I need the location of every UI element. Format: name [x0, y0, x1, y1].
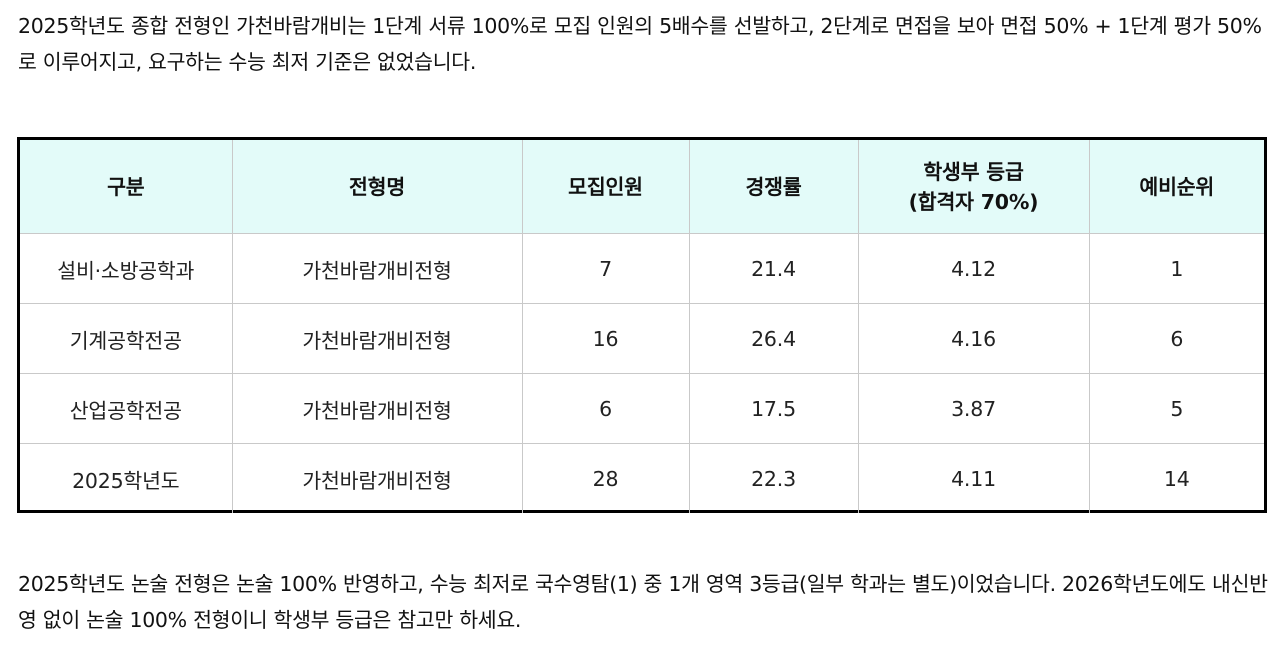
- admission-results-table: 구분 전형명 모집인원 경쟁률 학생부 등급 (합격자 70%) 예비순위 설비·…: [17, 137, 1267, 513]
- cell-grade: 3.87: [857, 373, 1090, 444]
- cell-admission-type: 가천바람개비전형: [231, 303, 523, 374]
- cell-grade: 4.11: [857, 443, 1090, 513]
- cell-quota: 16: [521, 303, 690, 374]
- cell-category: 산업공학전공: [20, 373, 233, 444]
- header-admission-type: 전형명: [231, 140, 523, 234]
- table-row: 산업공학전공 가천바람개비전형 6 17.5 3.87 5: [20, 373, 1264, 444]
- cell-quota: 28: [521, 443, 690, 513]
- cell-waitlist: 1: [1088, 233, 1264, 304]
- cell-quota: 7: [521, 233, 690, 304]
- cell-competition-rate: 26.4: [688, 303, 859, 374]
- cell-competition-rate: 21.4: [688, 233, 859, 304]
- cell-competition-rate: 22.3: [688, 443, 859, 513]
- table-row: 기계공학전공 가천바람개비전형 16 26.4 4.16 6: [20, 303, 1264, 374]
- header-waitlist-rank: 예비순위: [1088, 140, 1264, 234]
- cell-category: 설비·소방공학과: [20, 233, 233, 304]
- intro-paragraph: 2025학년도 종합 전형인 가천바람개비는 1단계 서류 100%로 모집 인…: [18, 14, 1262, 74]
- table-row: 2025학년도 가천바람개비전형 28 22.3 4.11 14: [20, 443, 1264, 513]
- cell-grade: 4.16: [857, 303, 1090, 374]
- cell-waitlist: 5: [1088, 373, 1264, 444]
- cell-admission-type: 가천바람개비전형: [231, 443, 523, 513]
- cell-admission-type: 가천바람개비전형: [231, 233, 523, 304]
- cell-grade: 4.12: [857, 233, 1090, 304]
- header-quota: 모집인원: [521, 140, 690, 234]
- table-header-row: 구분 전형명 모집인원 경쟁률 학생부 등급 (합격자 70%) 예비순위: [20, 140, 1264, 234]
- cell-category: 기계공학전공: [20, 303, 233, 374]
- header-competition-rate: 경쟁률: [688, 140, 859, 234]
- cell-quota: 6: [521, 373, 690, 444]
- cell-waitlist: 14: [1088, 443, 1264, 513]
- header-category: 구분: [20, 140, 233, 234]
- cell-admission-type: 가천바람개비전형: [231, 373, 523, 444]
- cell-competition-rate: 17.5: [688, 373, 859, 444]
- cell-waitlist: 6: [1088, 303, 1264, 374]
- table-row: 설비·소방공학과 가천바람개비전형 7 21.4 4.12 1: [20, 233, 1264, 304]
- header-school-record-grade: 학생부 등급 (합격자 70%): [857, 140, 1090, 234]
- essay-admission-paragraph: 2025학년도 논술 전형은 논술 100% 반영하고, 수능 최저로 국수영탐…: [18, 572, 1268, 632]
- cell-category: 2025학년도: [20, 443, 233, 513]
